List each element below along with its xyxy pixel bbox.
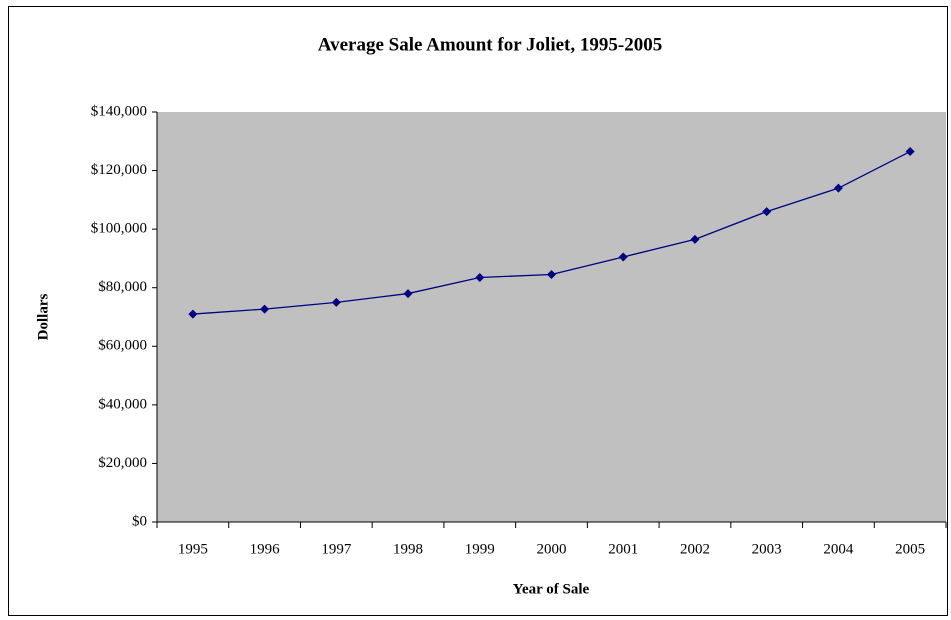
- data-point: [905, 147, 915, 157]
- x-tick-label: 2004: [823, 541, 854, 557]
- y-tick-label: $20,000: [98, 455, 147, 471]
- x-tick-label: 1997: [321, 541, 352, 557]
- chart-title: Average Sale Amount for Joliet, 1995-200…: [318, 34, 662, 55]
- data-point: [618, 252, 628, 262]
- x-tick-label: 2000: [537, 541, 567, 557]
- x-tick-label: 1998: [393, 541, 423, 557]
- x-tick-label: 1996: [250, 541, 281, 557]
- x-tick-label: 2005: [895, 541, 925, 557]
- data-point: [833, 183, 843, 193]
- data-point: [331, 297, 341, 307]
- data-point: [690, 234, 700, 244]
- y-axis-title: Dollars: [35, 294, 51, 341]
- plot-area: [157, 112, 946, 522]
- data-point: [762, 207, 772, 217]
- data-point: [403, 289, 413, 299]
- x-tick-label: 2001: [608, 541, 638, 557]
- x-tick-label: 1995: [178, 541, 208, 557]
- data-point: [547, 270, 556, 280]
- y-tick-label: $100,000: [91, 221, 147, 237]
- y-tick-label: $120,000: [91, 162, 147, 178]
- x-tick-label: 2002: [680, 541, 710, 557]
- y-tick-label: $0: [132, 513, 147, 529]
- x-axis-title: Year of Sale: [513, 581, 590, 597]
- y-tick-label: $40,000: [98, 396, 147, 412]
- y-tick-label: $60,000: [98, 338, 147, 354]
- y-tick-label: $80,000: [98, 279, 147, 295]
- y-tick-label: $140,000: [91, 103, 147, 119]
- x-tick-label: 1999: [465, 541, 495, 557]
- x-tick-label: 2003: [752, 541, 782, 557]
- data-point: [260, 304, 270, 314]
- data-point: [475, 272, 485, 282]
- data-point: [188, 309, 198, 319]
